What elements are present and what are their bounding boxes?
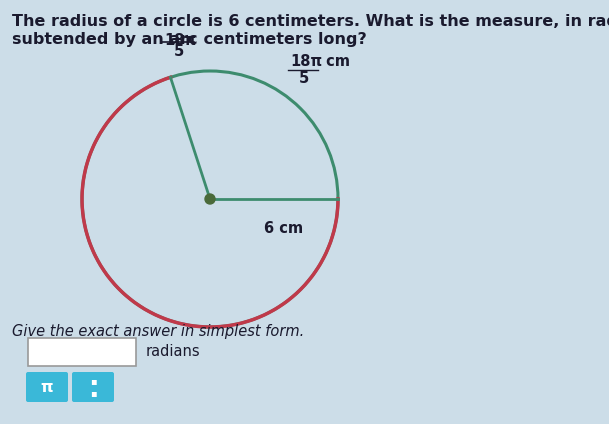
FancyBboxPatch shape xyxy=(26,372,68,402)
Text: centimeters long?: centimeters long? xyxy=(198,32,367,47)
Circle shape xyxy=(205,194,215,204)
Text: The radius of a circle is 6 centimeters. What is the measure, in radians, of the: The radius of a circle is 6 centimeters.… xyxy=(12,14,609,29)
Text: 6 cm: 6 cm xyxy=(264,221,303,236)
FancyBboxPatch shape xyxy=(28,338,136,366)
Text: ▪: ▪ xyxy=(90,388,96,398)
Text: 5: 5 xyxy=(174,44,185,59)
Text: 5: 5 xyxy=(299,71,309,86)
FancyBboxPatch shape xyxy=(72,372,114,402)
Text: ▪: ▪ xyxy=(90,376,96,386)
Text: radians: radians xyxy=(146,344,200,360)
Text: 18π: 18π xyxy=(164,33,196,48)
Text: 18π: 18π xyxy=(290,54,322,69)
Text: Give the exact answer in simplest form.: Give the exact answer in simplest form. xyxy=(12,324,304,339)
Text: π: π xyxy=(41,379,54,394)
Text: cm: cm xyxy=(321,54,350,69)
Text: subtended by an arc: subtended by an arc xyxy=(12,32,203,47)
